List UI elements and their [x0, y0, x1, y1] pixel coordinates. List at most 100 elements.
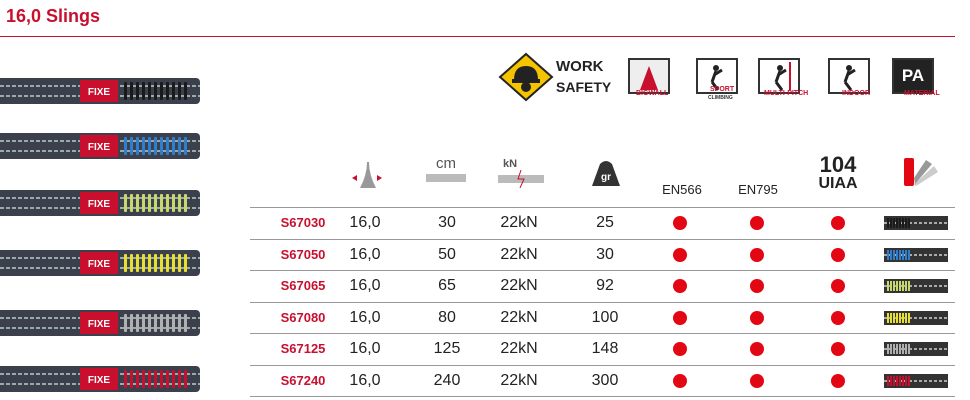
sling-stitch: [142, 194, 145, 212]
cert-dot: [673, 373, 687, 388]
sling-stitch: [178, 314, 181, 332]
cert-dot: [673, 216, 687, 230]
swatch-stitch: [905, 344, 907, 354]
swatch-stitch: [908, 312, 910, 323]
swatch-stitch: [887, 375, 889, 386]
sling-stitch: [160, 194, 163, 212]
swatch-stitch: [890, 312, 892, 323]
weight-unit: gr: [601, 172, 611, 183]
row-separator: [250, 396, 955, 397]
swatch-stitch: [902, 249, 904, 260]
sling-label: FIXE: [88, 375, 111, 386]
sling-stitch: [142, 82, 145, 100]
swatch-stitch: [890, 281, 892, 291]
swatch-stitch: [902, 375, 904, 386]
sling-stitch: [124, 137, 127, 155]
sling-stitch: [166, 82, 169, 100]
swatch-stitch: [905, 281, 907, 291]
cert-dot: [831, 279, 845, 293]
cert-dot: [750, 373, 764, 388]
sling-image: FIXE: [0, 366, 200, 392]
cell: 22kN: [500, 245, 538, 263]
sling-stitch: [166, 137, 169, 155]
cell: 100: [591, 308, 619, 326]
cell: 25: [596, 214, 614, 231]
sport-label: SPORT: [710, 86, 735, 93]
color-icon: [904, 158, 938, 186]
swatch-stitch: [908, 281, 910, 291]
sling-image: FIXE: [0, 190, 200, 216]
cell: 30: [438, 214, 456, 231]
sling-stitch: [166, 254, 169, 272]
cert-dot: [750, 216, 764, 230]
swatch-stitch: [905, 375, 907, 386]
swatch-stitch: [899, 312, 901, 323]
sling-stitch: [154, 370, 157, 388]
sling-stitch: [148, 370, 151, 388]
sling-stitch: [154, 194, 157, 212]
weight-icon: [592, 161, 620, 186]
sling-stitch: [148, 82, 151, 100]
cert-dot: [750, 247, 764, 262]
sling-stitch: [160, 82, 163, 100]
row-separator: [250, 207, 955, 208]
sling-stitch: [136, 82, 139, 100]
cell: 50: [438, 245, 456, 263]
swatch-stitch: [893, 375, 895, 386]
swatch-stitch: [890, 218, 892, 228]
cell: 92: [596, 277, 614, 294]
title: 16,0 Slings: [6, 6, 101, 26]
sling-stitch: [154, 137, 157, 155]
sport-icon: [696, 58, 738, 94]
color-swatch: [884, 310, 948, 325]
sling-stitch: [142, 254, 145, 272]
sling-stitch: [160, 137, 163, 155]
cert-dot: [831, 373, 845, 388]
sling-stitch: [130, 137, 133, 155]
swatch-stitch: [896, 375, 898, 386]
product-code: S67030: [280, 215, 326, 230]
sling-stitch: [184, 194, 187, 212]
sling-stitch: [184, 370, 187, 388]
sling-stitch: [124, 254, 127, 272]
sling-stitch: [136, 194, 139, 212]
sling-label-patch: [80, 252, 118, 274]
cell: 16,0: [349, 277, 381, 294]
sling-stitch: [142, 314, 145, 332]
indoor-icon: [828, 58, 870, 94]
cell: 16,0: [349, 308, 381, 326]
length-icon: [426, 174, 466, 182]
sling-label-patch: [80, 312, 118, 334]
sling-image: FIXE: [0, 250, 200, 276]
sling-image: FIXE: [0, 133, 200, 159]
cell: 22kN: [500, 308, 538, 326]
sling-label-patch: [80, 80, 118, 102]
sling-image: FIXE: [0, 310, 200, 336]
cert-dot: [673, 247, 687, 262]
pa-icon: PA: [892, 58, 934, 94]
sling-stitch: [142, 370, 145, 388]
sling-stitch: [124, 82, 127, 100]
sling-image: FIXE: [0, 78, 200, 104]
sling-stitch: [154, 314, 157, 332]
work-label: WORK: [556, 58, 604, 75]
product-code: S67080: [280, 309, 326, 325]
sling-stitch: [160, 254, 163, 272]
title-rule: [0, 36, 955, 37]
swatch-stitch: [890, 249, 892, 260]
sling-stitch: [178, 254, 181, 272]
product-code: S67240: [280, 372, 326, 388]
swatch-stitch: [887, 344, 889, 354]
swatch-stitch: [902, 218, 904, 228]
swatch-stitch: [899, 375, 901, 386]
swatch-stitch: [908, 375, 910, 386]
swatch-stitch: [893, 218, 895, 228]
sling-stitch: [184, 82, 187, 100]
color-swatch: [884, 247, 948, 262]
sling-stitch: [130, 314, 133, 332]
product-code: S67125: [280, 341, 326, 356]
multipitch-icon: [758, 58, 800, 94]
cert-dot: [750, 310, 764, 325]
swatch-stitch: [896, 218, 898, 228]
